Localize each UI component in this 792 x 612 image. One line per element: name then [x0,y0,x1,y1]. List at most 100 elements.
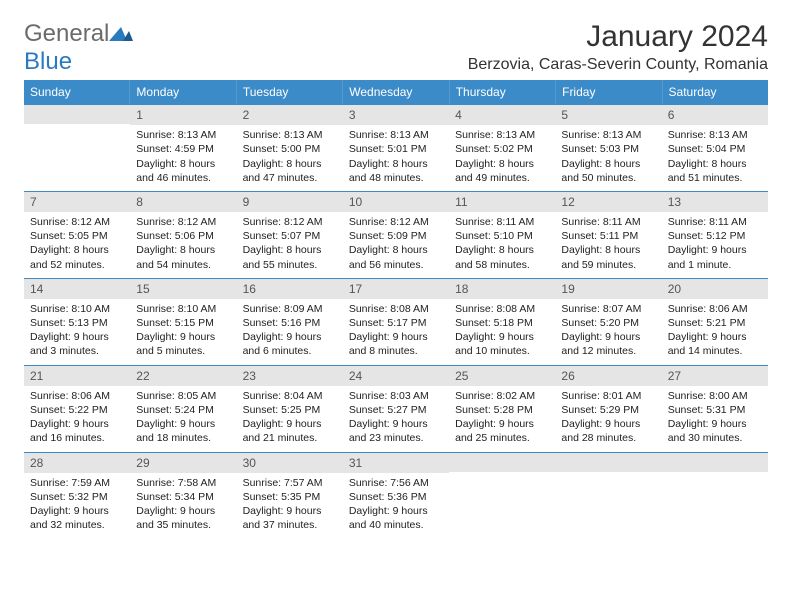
location: Berzovia, Caras-Severin County, Romania [468,56,768,74]
day-info-line: Daylight: 9 hours [243,504,337,518]
day-info-line: and 16 minutes. [30,431,124,445]
day-header-tuesday: Tuesday [237,80,343,104]
day-body: Sunrise: 8:12 AMSunset: 5:09 PMDaylight:… [343,212,449,278]
day-number [24,105,130,124]
day-header-sunday: Sunday [24,80,130,104]
day-info-line: Daylight: 8 hours [561,243,655,257]
day-info-line: and 28 minutes. [561,431,655,445]
day-info-line: Sunrise: 8:11 AM [668,215,762,229]
day-info-line: Daylight: 9 hours [349,504,443,518]
day-info-line: and 6 minutes. [243,344,337,358]
day-info-line: Sunrise: 8:03 AM [349,389,443,403]
day-cell [555,453,661,539]
day-info-line: Sunset: 5:36 PM [349,490,443,504]
day-info-line: and 35 minutes. [136,518,230,532]
triangle-icon [109,23,133,41]
day-cell: 26Sunrise: 8:01 AMSunset: 5:29 PMDayligh… [555,366,661,452]
day-cell: 23Sunrise: 8:04 AMSunset: 5:25 PMDayligh… [237,366,343,452]
day-body: Sunrise: 7:58 AMSunset: 5:34 PMDaylight:… [130,473,236,539]
title-block: January 2024 Berzovia, Caras-Severin Cou… [468,20,768,74]
day-cell: 15Sunrise: 8:10 AMSunset: 5:15 PMDayligh… [130,279,236,365]
day-info-line: Daylight: 9 hours [668,243,762,257]
day-number: 2 [237,105,343,125]
day-number: 1 [130,105,236,125]
day-number: 25 [449,366,555,386]
day-info-line: Sunset: 5:09 PM [349,229,443,243]
day-body: Sunrise: 8:12 AMSunset: 5:06 PMDaylight:… [130,212,236,278]
day-cell: 27Sunrise: 8:00 AMSunset: 5:31 PMDayligh… [662,366,768,452]
day-number: 10 [343,192,449,212]
day-body: Sunrise: 8:13 AMSunset: 5:03 PMDaylight:… [555,125,661,191]
day-info-line: Sunrise: 8:06 AM [30,389,124,403]
day-number: 4 [449,105,555,125]
day-cell: 10Sunrise: 8:12 AMSunset: 5:09 PMDayligh… [343,192,449,278]
day-body: Sunrise: 8:04 AMSunset: 5:25 PMDaylight:… [237,386,343,452]
day-info-line: and 40 minutes. [349,518,443,532]
day-info-line: and 37 minutes. [243,518,337,532]
day-number: 23 [237,366,343,386]
day-body: Sunrise: 8:11 AMSunset: 5:11 PMDaylight:… [555,212,661,278]
day-number [555,453,661,472]
day-body: Sunrise: 7:56 AMSunset: 5:36 PMDaylight:… [343,473,449,539]
logo-part2: Blue [24,48,72,75]
day-cell: 8Sunrise: 8:12 AMSunset: 5:06 PMDaylight… [130,192,236,278]
month-title: January 2024 [468,20,768,54]
day-info-line: Sunset: 5:13 PM [30,316,124,330]
day-info-line: Sunset: 5:21 PM [668,316,762,330]
day-info-line: and 54 minutes. [136,258,230,272]
day-info-line: Sunset: 5:22 PM [30,403,124,417]
day-info-line: and 8 minutes. [349,344,443,358]
day-number: 19 [555,279,661,299]
day-info-line: Sunset: 5:05 PM [30,229,124,243]
day-number: 16 [237,279,343,299]
day-number [662,453,768,472]
day-info-line: Sunrise: 8:01 AM [561,389,655,403]
day-info-line: Sunrise: 8:13 AM [668,128,762,142]
day-body: Sunrise: 8:08 AMSunset: 5:18 PMDaylight:… [449,299,555,365]
day-body: Sunrise: 8:10 AMSunset: 5:15 PMDaylight:… [130,299,236,365]
day-info-line: and 25 minutes. [455,431,549,445]
day-info-line: Daylight: 9 hours [30,330,124,344]
day-number: 14 [24,279,130,299]
day-info-line: Daylight: 8 hours [455,243,549,257]
day-info-line: Sunrise: 8:08 AM [349,302,443,316]
day-info-line: Daylight: 9 hours [136,330,230,344]
day-info-line: Sunrise: 8:12 AM [136,215,230,229]
day-info-line: Daylight: 8 hours [668,157,762,171]
day-info-line: Daylight: 9 hours [30,504,124,518]
day-info-line: Daylight: 9 hours [455,417,549,431]
week-row: 7Sunrise: 8:12 AMSunset: 5:05 PMDaylight… [24,191,768,278]
day-number: 13 [662,192,768,212]
day-body: Sunrise: 8:06 AMSunset: 5:22 PMDaylight:… [24,386,130,452]
day-number: 27 [662,366,768,386]
day-cell: 19Sunrise: 8:07 AMSunset: 5:20 PMDayligh… [555,279,661,365]
day-body: Sunrise: 8:08 AMSunset: 5:17 PMDaylight:… [343,299,449,365]
day-body: Sunrise: 8:09 AMSunset: 5:16 PMDaylight:… [237,299,343,365]
day-number: 3 [343,105,449,125]
day-info-line: Sunset: 5:17 PM [349,316,443,330]
day-cell: 28Sunrise: 7:59 AMSunset: 5:32 PMDayligh… [24,453,130,539]
day-info-line: and 18 minutes. [136,431,230,445]
day-number: 8 [130,192,236,212]
day-info-line: Sunrise: 8:12 AM [243,215,337,229]
day-info-line: Sunset: 5:31 PM [668,403,762,417]
day-header-friday: Friday [556,80,662,104]
day-info-line: and 30 minutes. [668,431,762,445]
day-info-line: and 14 minutes. [668,344,762,358]
day-info-line: Daylight: 9 hours [455,330,549,344]
day-info-line: Sunrise: 8:10 AM [136,302,230,316]
day-info-line: and 5 minutes. [136,344,230,358]
day-info-line: Sunset: 5:20 PM [561,316,655,330]
day-cell: 6Sunrise: 8:13 AMSunset: 5:04 PMDaylight… [662,105,768,191]
day-info-line: Sunset: 5:07 PM [243,229,337,243]
day-info-line: Sunset: 5:03 PM [561,142,655,156]
logo-text: GeneralBlue [24,20,133,76]
day-info-line: Sunrise: 8:13 AM [136,128,230,142]
day-info-line: Daylight: 9 hours [243,417,337,431]
week-row: 14Sunrise: 8:10 AMSunset: 5:13 PMDayligh… [24,278,768,365]
day-number: 28 [24,453,130,473]
day-info-line: and 51 minutes. [668,171,762,185]
day-info-line: Daylight: 8 hours [243,157,337,171]
day-number: 29 [130,453,236,473]
day-info-line: and 56 minutes. [349,258,443,272]
